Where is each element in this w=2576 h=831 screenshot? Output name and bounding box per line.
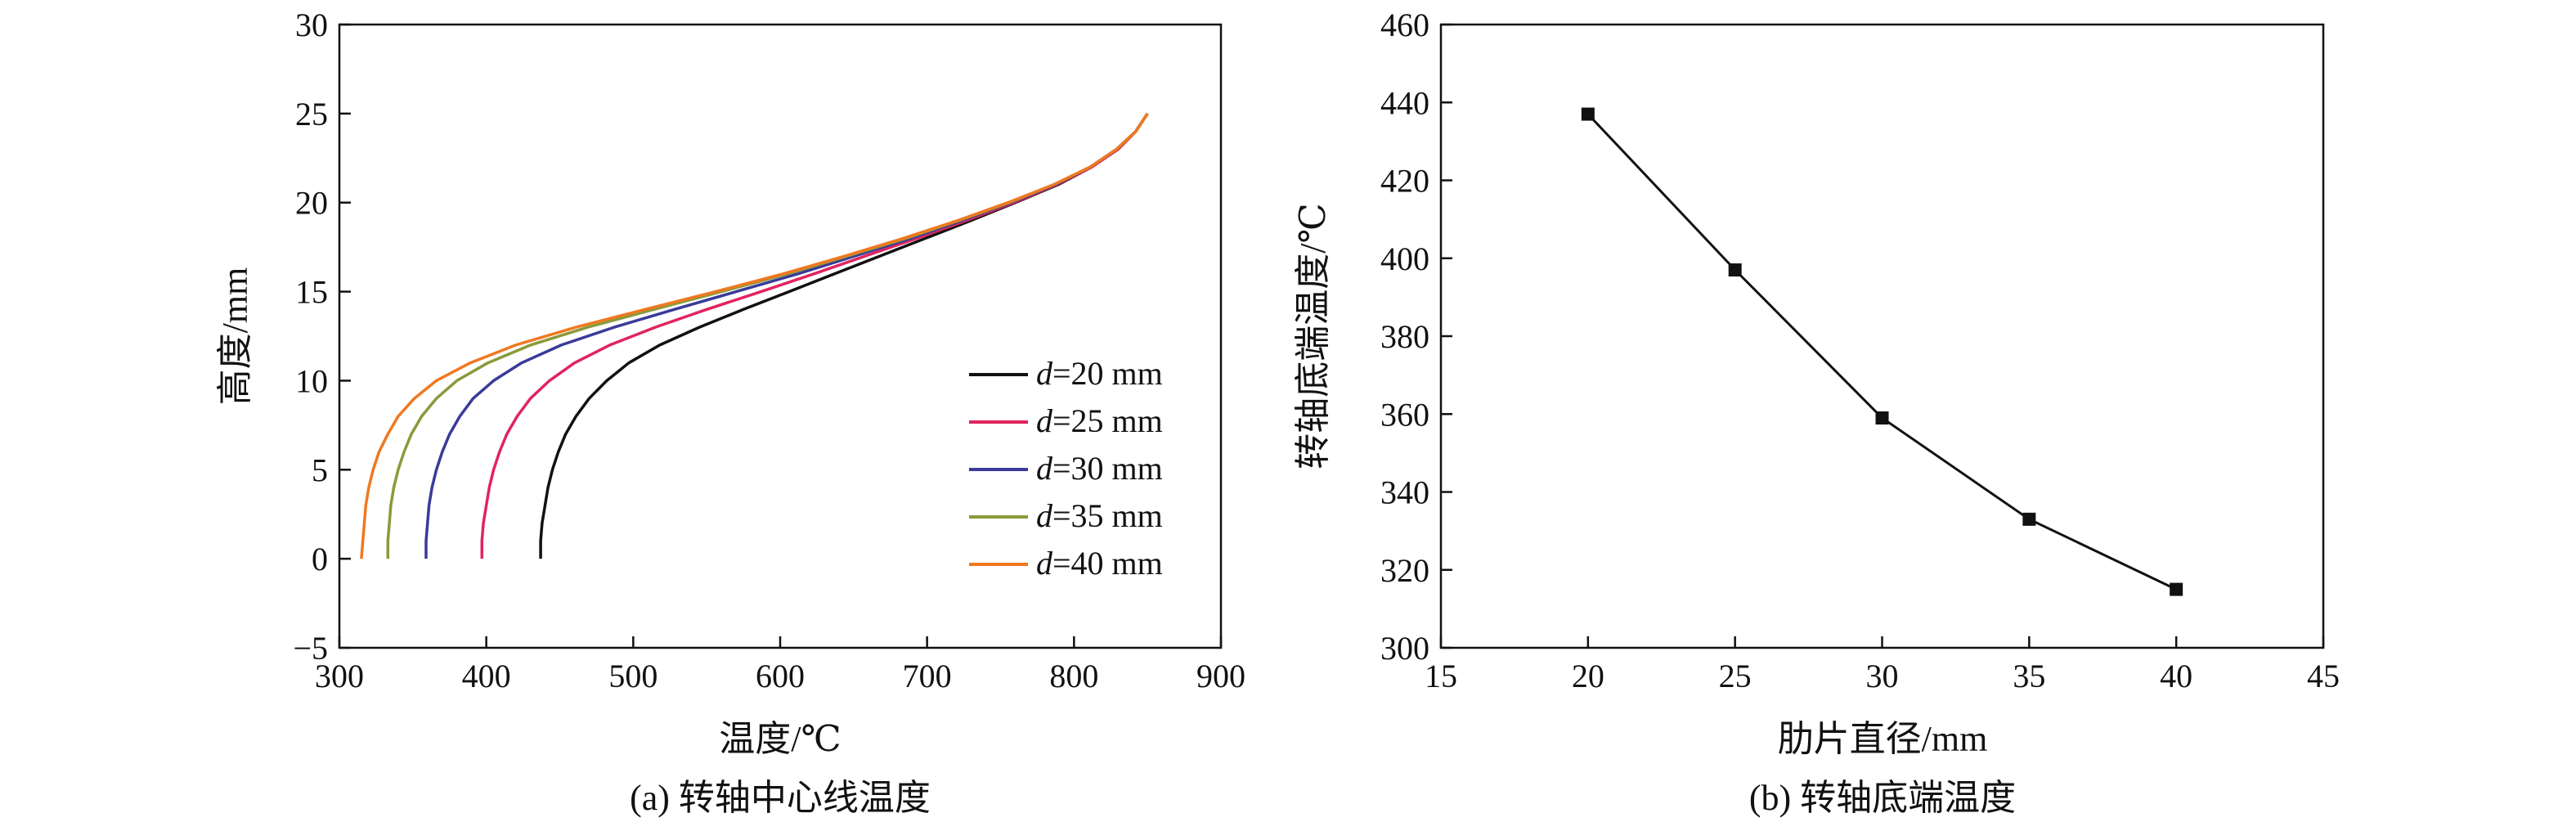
legend-variable: d [1036,402,1053,439]
panel-a-y-axis-title: 高度/mm [215,267,255,406]
series-line-d40 [360,112,1149,559]
a-x-tick-label: 700 [903,658,952,694]
b-x-tick-label: 20 [1572,658,1604,694]
legend-variable: d [1036,497,1053,534]
legend-label: d=30 mm [1036,450,1163,487]
a-y-tick-label: 0 [312,541,328,577]
series-line-d35 [386,112,1149,559]
panel-b-y-axis-title: 转轴底端温度/℃ [1293,203,1333,469]
panel-a-ticks: 300 400 500 600 700 800 900 −5 0 5 10 15 20 25 30 [293,7,1245,694]
a-y-tick-label: 25 [295,96,328,133]
a-x-tick-label: 600 [756,658,805,694]
b-y-tick-label: 400 [1380,240,1429,277]
data-point-marker [1875,411,1889,425]
a-y-tick-label: 10 [295,362,328,399]
a-x-tick-label: 500 [608,658,657,694]
bottom-temperature-line [1586,113,2177,591]
legend-label: d=25 mm [1036,402,1163,439]
series-line-d30 [424,112,1149,559]
b-x-tick-label: 30 [1866,658,1899,694]
data-point-marker [2170,582,2183,596]
b-y-tick-label: 360 [1380,396,1429,433]
panel-a-caption: (a) 转轴中心线温度 [630,778,931,818]
panel-b-series [1581,107,2183,596]
b-y-tick-label: 440 [1380,84,1429,121]
b-x-tick-label: 15 [1425,658,1457,694]
legend-variable: d [1036,355,1053,392]
b-y-tick-label: 460 [1380,7,1429,43]
data-point-marker [2022,512,2036,526]
b-y-tick-label: 420 [1380,163,1429,200]
panel-b-caption: (b) 转轴底端温度 [1749,778,2016,818]
legend-label: d=35 mm [1036,497,1163,534]
b-y-tick-label: 300 [1380,630,1429,667]
legend-variable: d [1036,450,1053,487]
b-x-tick-label: 35 [2013,658,2045,694]
panel-a-x-axis-title: 温度/℃ [719,719,841,759]
legend-label: d=20 mm [1036,355,1163,392]
a-y-tick-label: 20 [295,185,328,222]
panel-b-bottom-temperature: 15 20 25 30 35 40 45 300 320 340 360 380 400 420 440 46… [1293,7,2340,818]
b-y-tick-label: 320 [1380,552,1429,589]
legend-value: =20 mm [1052,355,1163,392]
a-x-tick-label: 800 [1049,658,1098,694]
a-x-tick-label: 300 [315,658,364,694]
b-x-tick-label: 25 [1719,658,1752,694]
a-x-tick-label: 400 [462,658,511,694]
a-y-tick-label: 5 [312,451,328,488]
b-x-tick-label: 45 [2307,658,2340,694]
legend-value: =40 mm [1052,545,1163,582]
panel-b-ticks: 15 20 25 30 35 40 45 300 320 340 360 380 400 420 440 46… [1380,7,2340,694]
a-y-tick-label: 15 [295,274,328,311]
b-y-tick-label: 380 [1380,318,1429,355]
legend-value: =25 mm [1052,402,1163,439]
a-x-tick-label: 900 [1196,658,1245,694]
series-line-d25 [480,112,1149,559]
legend-label: d=40 mm [1036,545,1163,582]
panel-b-plot-frame [1439,23,2325,649]
panel-a-series [360,112,1149,559]
b-y-tick-label: 340 [1380,474,1429,511]
panel-b-x-axis-title: 肋片直径/mm [1778,719,1988,759]
legend-variable: d [1036,545,1053,582]
a-y-tick-label: 30 [295,7,328,43]
panel-a-legend: d=20 mmd=25 mmd=30 mmd=35 mmd=40 mm [969,355,1163,582]
data-point-marker [1581,107,1595,121]
legend-value: =35 mm [1052,497,1163,534]
legend-value: =30 mm [1052,450,1163,487]
b-x-tick-label: 40 [2160,658,2192,694]
a-y-tick-label: −5 [293,630,328,667]
data-point-marker [1728,263,1742,277]
